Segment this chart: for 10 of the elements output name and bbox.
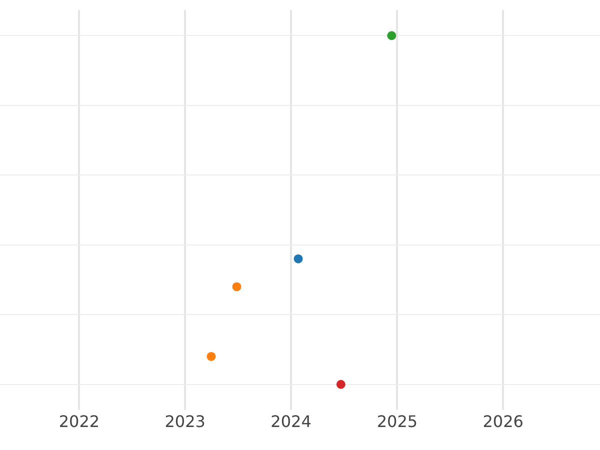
point [387, 31, 396, 40]
x-tick-label: 2024 [270, 412, 312, 431]
x-tick-label: 2025 [376, 412, 418, 431]
point [336, 380, 346, 389]
x-tick-label: 2023 [164, 412, 206, 431]
x-tick-label: 2022 [58, 412, 100, 431]
x-tick-label: 2026 [482, 412, 524, 431]
point [294, 254, 303, 264]
point [206, 352, 216, 361]
point [232, 282, 242, 292]
